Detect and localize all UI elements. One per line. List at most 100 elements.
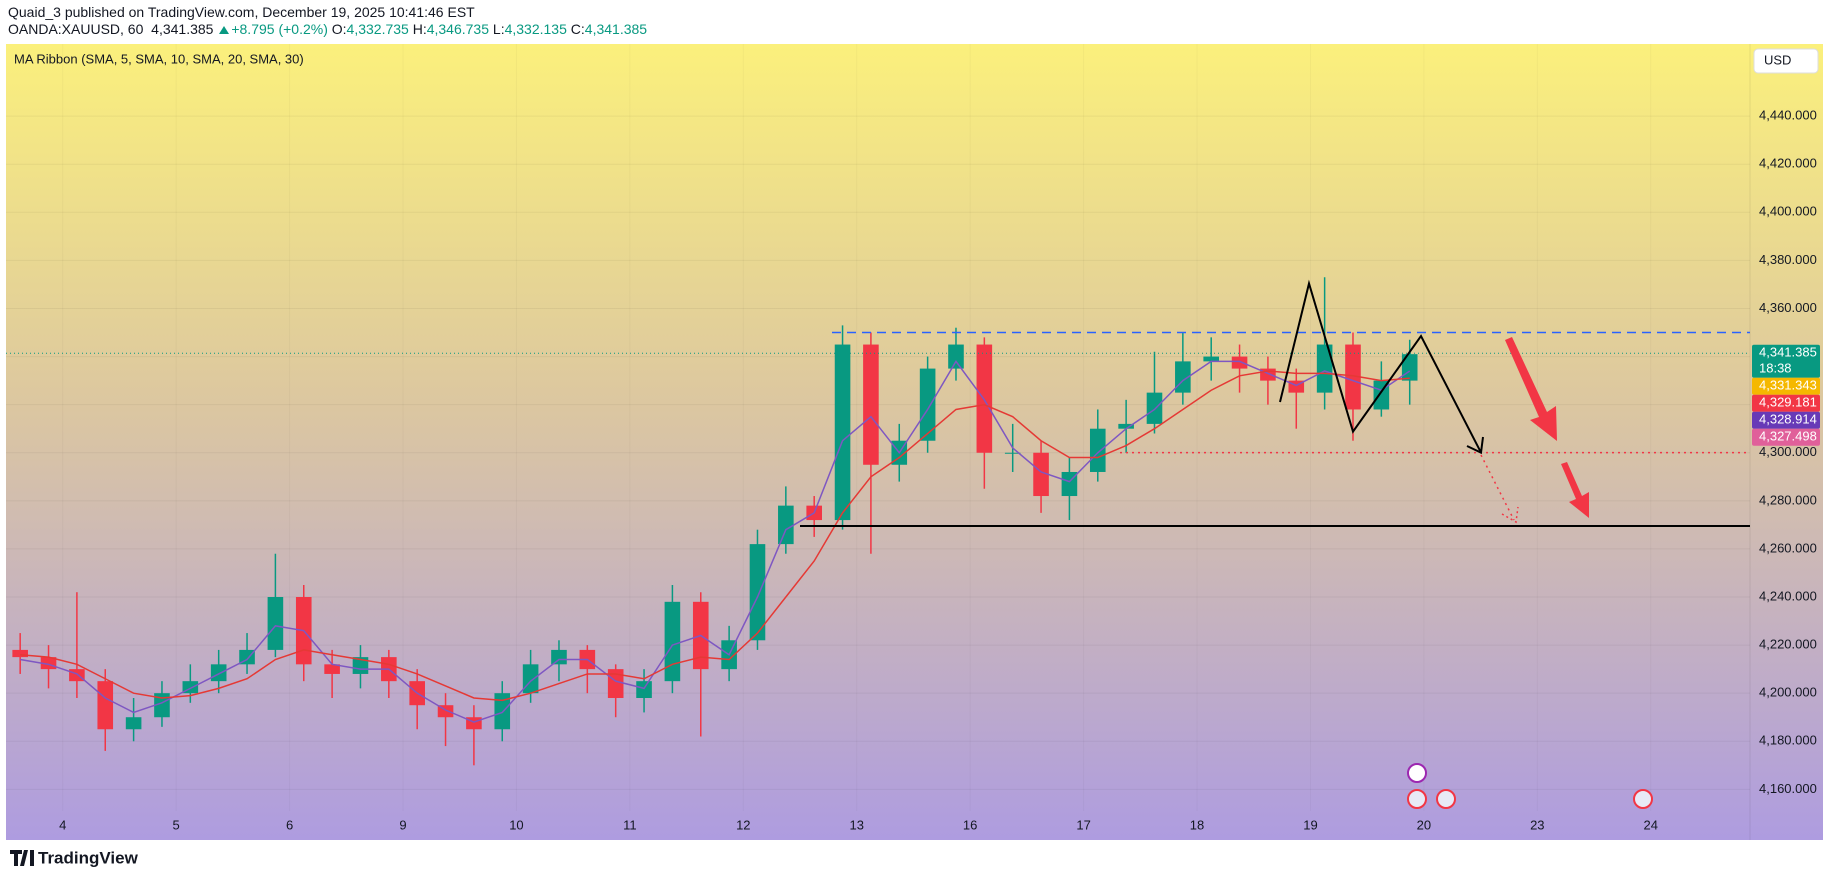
candle-body <box>1316 344 1333 393</box>
price-tag <box>1752 344 1820 378</box>
x-tick-label: 9 <box>399 817 406 832</box>
y-tick-label: 4,300.000 <box>1759 444 1817 459</box>
x-tick-label: 19 <box>1303 817 1317 832</box>
projection-line <box>1480 454 1515 521</box>
low: 4,332.135 <box>504 21 567 37</box>
down-arrow <box>1561 462 1589 518</box>
candle-body <box>636 681 652 698</box>
candle-body <box>125 717 142 730</box>
up-indicator <box>219 26 230 34</box>
flag-icon[interactable] <box>1633 789 1653 809</box>
ohlc-line: OANDA:XAUUSD, 60 4,341.385 +8.795 (+0.2%… <box>8 21 647 37</box>
y-tick-label: 4,420.000 <box>1759 156 1817 171</box>
x-tick-label: 6 <box>286 817 293 832</box>
price-tag <box>1752 428 1820 446</box>
candle-body <box>749 544 766 641</box>
symbol: OANDA:XAUUSD, 60 <box>8 21 144 37</box>
candle-body <box>1089 428 1106 472</box>
price-tag-label: 4,329.181 <box>1759 395 1817 410</box>
zigzag-arrowhead <box>1466 436 1484 455</box>
flag-icon[interactable] <box>1407 789 1427 809</box>
candle-body <box>522 664 539 694</box>
candle-body <box>154 693 170 718</box>
currency: USD <box>1764 52 1791 67</box>
y-tick-label: 4,380.000 <box>1759 252 1817 267</box>
x-tick-label: 20 <box>1417 817 1431 832</box>
x-tick-label: 12 <box>736 817 750 832</box>
countdown: 18:38 <box>1759 361 1792 376</box>
candle-body <box>267 597 284 650</box>
event-icon[interactable] <box>1407 763 1427 783</box>
price-tag-label: 4,331.343 <box>1759 378 1817 393</box>
y-tick-label: 4,200.000 <box>1759 685 1817 700</box>
currency-box[interactable] <box>1753 48 1819 74</box>
zigzag-pattern <box>1279 279 1482 454</box>
price-tag-label: 4,328.914 <box>1759 412 1817 427</box>
candle-body <box>1004 452 1021 454</box>
price-tag <box>1752 377 1820 395</box>
candle-body <box>12 649 28 658</box>
open-label: O: <box>331 21 347 37</box>
candle-body <box>834 344 851 521</box>
price-tag <box>1752 394 1820 412</box>
y-tick-label: 4,260.000 <box>1759 540 1817 555</box>
projection-arrowhead <box>1501 506 1519 524</box>
flag-icon[interactable] <box>1436 789 1456 809</box>
high: 4,346.735 <box>426 21 490 37</box>
brand-logo <box>10 850 34 866</box>
moving-average <box>20 360 1411 723</box>
y-tick-label: 4,180.000 <box>1759 733 1817 748</box>
high-label: H: <box>412 21 427 37</box>
x-tick-label: 11 <box>623 817 637 832</box>
close: 4,341.385 <box>584 21 648 37</box>
y-tick-label: 4,360.000 <box>1759 300 1817 315</box>
candle-body <box>97 681 114 730</box>
candle-body <box>1118 423 1134 429</box>
chart-background <box>6 44 1823 840</box>
candle-body <box>1146 392 1163 424</box>
candle-body <box>551 649 567 665</box>
candle-body <box>863 344 879 465</box>
x-tick-label: 4 <box>59 817 66 832</box>
candle-body <box>1231 356 1248 369</box>
candle-body <box>210 664 227 682</box>
y-tick-label: 4,400.000 <box>1759 204 1817 219</box>
candle-body <box>1033 452 1049 497</box>
down-arrow <box>1505 337 1557 441</box>
candle-body <box>664 601 681 682</box>
x-tick-label: 5 <box>173 817 180 832</box>
publisher-line: Quaid_3 published on TradingView.com, De… <box>8 4 475 20</box>
x-tick-label: 13 <box>849 817 863 832</box>
open: 4,332.735 <box>346 21 409 37</box>
candle-body <box>607 669 624 698</box>
x-tick-label: 24 <box>1644 817 1658 832</box>
x-tick-label: 18 <box>1190 817 1204 832</box>
moving-average <box>20 370 1410 702</box>
y-tick-label: 4,240.000 <box>1759 588 1817 603</box>
brand: TradingView <box>38 848 139 867</box>
price-tag <box>1752 411 1820 429</box>
change: +8.795 (+0.2%) <box>231 21 328 37</box>
x-tick-label: 10 <box>509 817 523 832</box>
candle-body <box>324 664 340 674</box>
indicator-label: MA Ribbon (SMA, 5, SMA, 10, SMA, 20, SMA… <box>14 51 304 66</box>
close-label: C: <box>570 21 585 37</box>
candle-body <box>919 368 936 441</box>
publisher: Quaid_3 published on TradingView.com, De… <box>8 4 475 20</box>
last-price: 4,341.385 <box>151 21 214 37</box>
candle-body <box>948 344 964 369</box>
price-tag-label: 4,327.498 <box>1759 429 1817 444</box>
x-tick-label: 23 <box>1530 817 1544 832</box>
x-tick-label: 16 <box>963 817 977 832</box>
candle-body <box>1203 356 1220 362</box>
y-tick-label: 4,280.000 <box>1759 492 1817 507</box>
candle-body <box>778 505 794 545</box>
price-tag-label: 4,341.385 <box>1759 345 1817 360</box>
low-label: L: <box>492 21 505 37</box>
y-tick-label: 4,440.000 <box>1759 108 1817 123</box>
y-tick-label: 4,220.000 <box>1759 637 1817 652</box>
candle-body <box>494 693 511 730</box>
candle-body <box>1345 344 1361 410</box>
